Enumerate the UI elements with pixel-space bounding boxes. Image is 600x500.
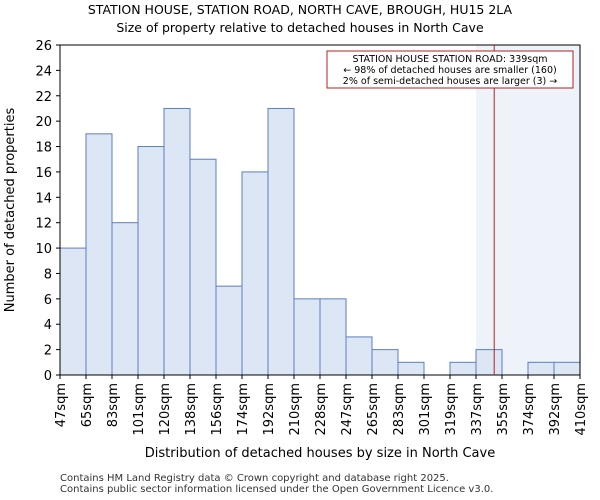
x-tick-label-265sqm: 265sqm: [366, 383, 381, 436]
bar-210sqm: [293, 298, 321, 376]
x-tick-label-283sqm: 283sqm: [392, 383, 407, 436]
x-tick-label-156sqm: 156sqm: [210, 383, 225, 436]
x-tick-label-192sqm: 192sqm: [262, 383, 277, 436]
x-axis-label: Distribution of detached houses by size …: [145, 446, 495, 461]
x-tick-label-247sqm: 247sqm: [340, 383, 355, 436]
y-tick-label-14: 14: [35, 191, 52, 206]
x-tick-label-101sqm: 101sqm: [132, 383, 147, 436]
bar-101sqm: [137, 146, 165, 376]
bar-319sqm: [449, 361, 477, 376]
bar-247sqm: [345, 336, 373, 376]
x-tick-label-301sqm: 301sqm: [418, 383, 433, 436]
bar-65sqm: [85, 133, 113, 376]
y-tick-label-26: 26: [35, 39, 52, 54]
x-tick-label-210sqm: 210sqm: [288, 383, 303, 436]
highlight-region: [476, 45, 580, 375]
y-tick-label-12: 12: [35, 217, 52, 232]
bar-156sqm: [215, 285, 243, 376]
annotation-line-1: STATION HOUSE STATION ROAD: 339sqm: [352, 54, 547, 65]
annotation-box: [326, 50, 574, 89]
x-tick-label-174sqm: 174sqm: [236, 383, 251, 436]
bar-120sqm: [163, 107, 191, 376]
y-tick-label-6: 6: [44, 293, 52, 308]
annotation-line-2: ← 98% of detached houses are smaller (16…: [343, 65, 556, 76]
bar-174sqm: [241, 171, 269, 376]
y-tick-label-24: 24: [35, 64, 52, 79]
bar-337sqm: [475, 349, 503, 376]
y-tick-label-18: 18: [35, 141, 52, 156]
bar-83sqm: [111, 222, 139, 376]
x-tick-label-337sqm: 337sqm: [470, 383, 485, 436]
bar-374sqm: [527, 361, 555, 376]
x-tick-label-319sqm: 319sqm: [444, 383, 459, 436]
chart-subtitle: Size of property relative to detached ho…: [116, 20, 484, 35]
y-tick-label-2: 2: [44, 344, 52, 359]
x-tick-label-410sqm: 410sqm: [574, 383, 589, 436]
y-tick-label-10: 10: [35, 242, 52, 257]
y-tick-label-20: 20: [35, 115, 52, 130]
x-tick-label-120sqm: 120sqm: [158, 383, 173, 436]
x-tick-label-138sqm: 138sqm: [184, 383, 199, 436]
bar-47sqm: [59, 247, 87, 376]
x-tick-label-65sqm: 65sqm: [80, 383, 95, 427]
x-tick-label-47sqm: 47sqm: [54, 383, 69, 427]
y-tick-label-0: 0: [44, 369, 52, 384]
y-tick-label-4: 4: [44, 318, 52, 333]
y-tick-label-16: 16: [35, 166, 52, 181]
footer-copyright: Contains HM Land Registry data © Crown c…: [60, 473, 449, 484]
x-tick-label-392sqm: 392sqm: [548, 383, 563, 436]
footer-licence: Contains public sector information licen…: [60, 484, 494, 495]
bar-228sqm: [319, 298, 347, 376]
y-axis-label: Number of detached properties: [3, 108, 18, 313]
x-tick-label-374sqm: 374sqm: [522, 383, 537, 436]
x-tick-label-83sqm: 83sqm: [106, 383, 121, 427]
bar-192sqm: [267, 107, 295, 376]
bar-392sqm: [553, 361, 581, 376]
x-tick-label-355sqm: 355sqm: [496, 383, 511, 436]
y-tick-label-8: 8: [44, 267, 52, 282]
bar-283sqm: [397, 361, 425, 376]
bar-138sqm: [189, 158, 217, 376]
x-tick-label-228sqm: 228sqm: [314, 383, 329, 436]
bar-265sqm: [371, 349, 399, 376]
annotation-line-3: 2% of semi-detached houses are larger (3…: [343, 76, 557, 87]
chart-title: STATION HOUSE, STATION ROAD, NORTH CAVE,…: [87, 2, 513, 17]
y-tick-label-22: 22: [35, 90, 52, 105]
